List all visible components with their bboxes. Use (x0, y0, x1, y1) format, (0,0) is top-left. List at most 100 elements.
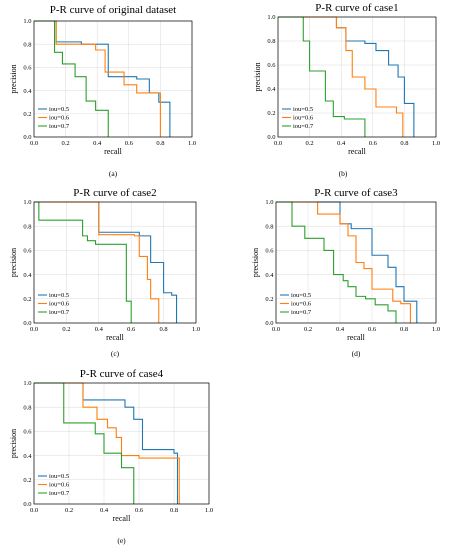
y-tick-label: 1.0 (267, 14, 275, 21)
plot-frame (277, 16, 437, 138)
y-tick-label: 0.6 (23, 248, 32, 255)
x-tick-label: 1.0 (432, 140, 440, 147)
y-tick-label: 0.0 (23, 134, 31, 141)
legend-label: iou=0.6 (49, 301, 70, 308)
y-tick-label: 0.0 (23, 501, 31, 508)
x-tick-label: 0.8 (160, 326, 168, 333)
y-tick-label: 0.6 (267, 62, 276, 69)
series-line-iou-0.6 (34, 382, 180, 504)
x-tick-label: 0.0 (272, 326, 280, 333)
x-tick-label: 0.8 (400, 326, 408, 333)
legend-label: iou=0.7 (293, 123, 314, 130)
legend-label: iou=0.5 (49, 473, 69, 480)
x-tick-label: 0.2 (306, 140, 314, 147)
y-axis-label: precision (253, 62, 262, 91)
panel-caption: (d) (352, 349, 361, 358)
legend-label: iou=0.7 (49, 309, 70, 316)
x-axis-label: recall (348, 147, 367, 156)
series-line-iou-0.7 (34, 201, 132, 323)
panel-caption: (b) (339, 169, 348, 178)
y-axis-label: precision (251, 248, 260, 277)
x-tick-label: 0.6 (368, 326, 377, 333)
series-line-iou-0.7 (278, 16, 366, 137)
x-tick-label: 0.2 (62, 326, 70, 333)
legend-label: iou=0.6 (49, 482, 70, 489)
x-tick-label: 0.0 (274, 140, 282, 147)
y-tick-label: 0.2 (265, 296, 273, 303)
x-tick-label: 0.6 (127, 326, 136, 333)
panel-caption: (a) (109, 169, 118, 178)
chart-title: P-R curve of case1 (315, 2, 398, 14)
panel-caption: (c) (111, 349, 120, 358)
x-tick-label: 0.0 (30, 326, 38, 333)
x-tick-label: 0.8 (170, 507, 178, 514)
x-tick-label: 0.8 (400, 140, 408, 147)
x-tick-label: 1.0 (205, 507, 213, 514)
legend-label: iou=0.5 (291, 292, 311, 299)
chart-panel-1: 0.0 0.2 0.4 0.6 0.8 1.0 0.0 0.2 0.4 0.6 0.8 1.0 P-R … (9, 4, 196, 178)
series-line-iou-0.7 (34, 382, 135, 504)
y-tick-label: 0.4 (23, 272, 32, 279)
series-line-iou-0.6 (34, 20, 161, 137)
plot-frame (33, 201, 197, 324)
legend-label: iou=0.6 (293, 115, 314, 122)
y-tick-label: 0.4 (23, 453, 32, 460)
y-tick-label: 0.0 (23, 320, 31, 327)
y-axis-label: precision (9, 64, 18, 93)
y-tick-label: 0.0 (267, 134, 275, 141)
chart-panel-4: 0.0 0.2 0.4 0.6 0.8 1.0 0.0 0.2 0.4 0.6 0.8 1.0 P-R … (251, 187, 440, 358)
y-tick-label: 0.4 (265, 272, 274, 279)
legend-label: iou=0.5 (49, 106, 69, 113)
y-axis-label: precision (9, 248, 18, 277)
chart-panel-3: 0.0 0.2 0.4 0.6 0.8 1.0 0.0 0.2 0.4 0.6 0.8 1.0 P-R … (9, 187, 200, 358)
y-tick-label: 1.0 (23, 18, 31, 25)
y-tick-label: 0.0 (265, 320, 273, 327)
y-tick-label: 0.2 (23, 477, 31, 484)
x-tick-label: 0.4 (337, 140, 346, 147)
y-tick-label: 1.0 (265, 199, 273, 206)
x-tick-label: 0.4 (100, 507, 109, 514)
legend-label: iou=0.6 (291, 301, 312, 308)
legend-label: iou=0.7 (49, 123, 70, 130)
y-tick-label: 0.8 (267, 38, 275, 45)
series-line-iou-0.6 (34, 201, 160, 323)
x-tick-label: 0.0 (30, 140, 38, 147)
x-tick-label: 0.0 (30, 507, 38, 514)
x-tick-label: 0.2 (65, 507, 73, 514)
legend-label: iou=0.7 (291, 309, 312, 316)
plot-frame (33, 382, 210, 505)
legend-label: iou=0.5 (293, 106, 313, 113)
y-tick-label: 0.6 (23, 65, 32, 72)
legend-label: iou=0.7 (49, 490, 70, 497)
y-tick-label: 0.2 (23, 111, 31, 118)
series-line-iou-0.7 (276, 201, 397, 323)
y-tick-label: 1.0 (23, 380, 31, 387)
y-tick-label: 0.8 (23, 404, 31, 411)
x-tick-label: 1.0 (192, 326, 200, 333)
x-axis-label: recall (104, 147, 123, 156)
chart-title: P-R curve of case3 (314, 187, 398, 199)
y-tick-label: 0.6 (265, 248, 274, 255)
y-tick-label: 0.8 (23, 223, 31, 230)
x-tick-label: 0.2 (62, 140, 70, 147)
chart-panel-2: 0.0 0.2 0.4 0.6 0.8 1.0 0.0 0.2 0.4 0.6 0.8 1.0 P-R … (253, 2, 440, 178)
plot-frame (33, 20, 193, 138)
x-axis-label: recall (347, 333, 366, 342)
legend-label: iou=0.6 (49, 115, 70, 122)
chart-title: P-R curve of original dataset (50, 4, 176, 16)
series-line-iou-0.6 (276, 201, 411, 323)
x-tick-label: 0.4 (93, 140, 102, 147)
legend-label: iou=0.5 (49, 292, 69, 299)
y-tick-label: 0.8 (23, 41, 31, 48)
panel-caption: (e) (117, 536, 126, 545)
plot-frame (275, 201, 437, 324)
x-tick-label: 0.4 (95, 326, 104, 333)
y-axis-label: precision (9, 429, 18, 458)
y-tick-label: 0.6 (23, 429, 32, 436)
x-tick-label: 0.4 (336, 326, 345, 333)
chart-title: P-R curve of case4 (80, 368, 164, 380)
